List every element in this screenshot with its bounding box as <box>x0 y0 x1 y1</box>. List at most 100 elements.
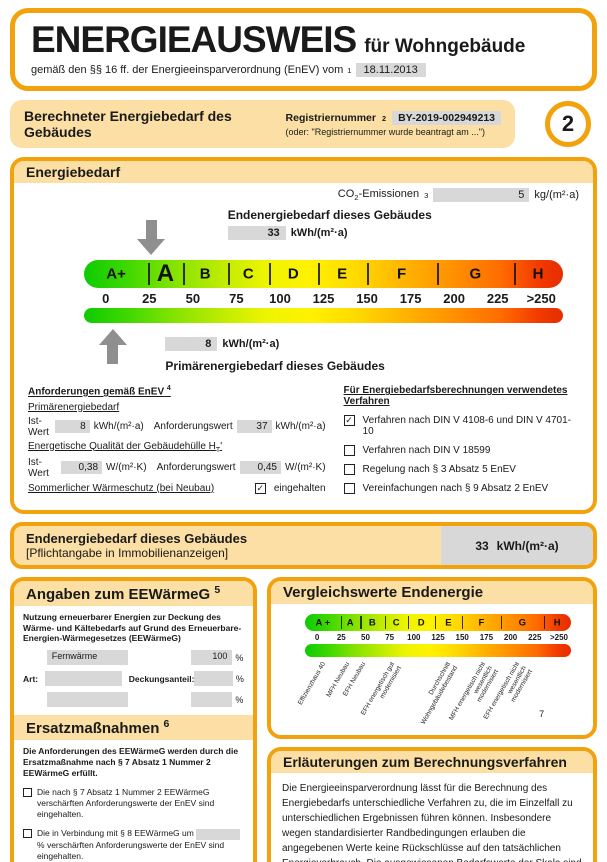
endenergie-value-line: 33 kWh/(m²·a) <box>227 226 348 241</box>
class-divider <box>366 263 369 286</box>
energy-scale: Endenergiebedarf dieses Gebäudes 33 kWh/… <box>84 204 563 385</box>
page-title-suffix: für Wohngebäude <box>364 36 526 57</box>
v-class-letter: H <box>553 617 561 629</box>
anteil-field[interactable] <box>193 671 233 687</box>
verfahren-checkbox[interactable] <box>343 483 355 495</box>
huelle-anforderung-field[interactable]: 0,45 <box>239 461 281 475</box>
verfahren-label: Verfahren nach DIN V 18599 <box>362 445 491 457</box>
vergleichswerte-box: Vergleichswerte Endenergie A + A B C D E… <box>267 577 597 740</box>
erlaeuterungen-heading: Erläuterungen zum Berechnungsverfahren <box>271 751 593 774</box>
co2-label: CO2-Emissionen <box>337 188 420 203</box>
class-divider <box>436 263 439 286</box>
efficiency-class-band: A+ A B C D E F G H <box>84 260 563 289</box>
sommer-heading: Sommerlicher Wärmeschutz (bei Neubau) <box>28 482 215 494</box>
ersatz-checkbox-row: Die nach § 7 Absatz 1 Nummer 2 EEWärmeG … <box>23 787 244 820</box>
eewaermeg-heading: Angaben zum EEWärmeG 5 <box>14 581 253 607</box>
verfahren-checkbox[interactable]: ✓ <box>343 415 355 427</box>
primaerenergie-pointer-zone: 8 kWh/(m²·a) Primärenergiebedarf dieses … <box>84 323 563 385</box>
anteil-field[interactable]: 100 <box>191 650 233 666</box>
art-field[interactable] <box>45 671 122 687</box>
ersatz-checkbox-1[interactable] <box>23 788 32 798</box>
scale-tick: 225 <box>486 290 509 306</box>
huelle-ist-field[interactable]: 0,38 <box>60 461 103 475</box>
huelle-anforderung-unit: W/(m²·K) <box>284 462 326 474</box>
v-tick: 175 <box>479 633 494 643</box>
enev-requirements-heading: Anforderungen gemäß EnEV 4 <box>28 385 171 398</box>
erlaeuterungen-text: Die Energieeinsparverordnung lässt für d… <box>282 783 582 862</box>
primaer-ist-field[interactable]: 8 <box>54 420 90 434</box>
huelle-values-row: Ist-Wert 0,38 W/(m²·K) Anforderungswert … <box>28 457 326 479</box>
eewaermeg-row: Art: Deckungsanteil: % <box>23 671 244 687</box>
class-divider <box>317 263 320 286</box>
vergleich-class-band: A + A B C D E F G H <box>305 614 571 632</box>
art-field[interactable] <box>46 692 128 708</box>
registration-alt-text: (oder: "Registriernummer wurde beantragt… <box>285 127 485 137</box>
class-letter: H <box>532 265 544 283</box>
class-divider <box>514 263 517 286</box>
primaerenergiebedarf-subheading: Primärenergiebedarf <box>28 401 120 413</box>
vergleich-gradient-bar <box>305 644 571 658</box>
class-letter: F <box>396 265 407 283</box>
regulation-date-field[interactable]: 18.11.2013 <box>355 63 426 77</box>
sommer-checkbox[interactable]: ✓ <box>254 482 266 494</box>
v-class-letter: C <box>392 617 400 629</box>
endenergie-pointer-zone: Endenergiebedarf dieses Gebäudes 33 kWh/… <box>84 204 563 260</box>
endenergie-marker-arrow-icon <box>137 220 166 256</box>
registration-label: Registriernummer <box>285 112 376 124</box>
class-letter: E <box>337 265 348 283</box>
verfahren-checkbox[interactable] <box>343 464 355 476</box>
anteil-field[interactable] <box>191 692 233 708</box>
primaerenergie-value-field[interactable]: 8 <box>165 337 218 352</box>
ersatz-checkbox-2-label: Die in Verbindung mit § 8 EEWärmeG um % … <box>37 828 244 861</box>
vergleich-marker-labels: Effizienzhaus 40 MFH Neubau EFH Neubau E… <box>297 657 571 735</box>
eewaermeg-content: Nutzung erneuerbarer Energien zur Deckun… <box>14 606 253 715</box>
primaer-anforderung-field[interactable]: 37 <box>236 420 272 434</box>
verfahren-list: Für Energiebedarfsberechnungen verwendet… <box>343 385 579 502</box>
primaerenergie-marker-arrow-icon <box>98 329 127 365</box>
v-class-divider <box>461 616 464 630</box>
energiebedarf-heading: Energiebedarf <box>14 161 593 183</box>
vergleichswerte-heading: Vergleichswerte Endenergie <box>271 581 593 605</box>
ist-wert-label: Ist-Wert <box>28 456 49 479</box>
scale-tick: 0 <box>102 290 110 306</box>
percent-sign: % <box>235 673 244 684</box>
registration-number-field[interactable]: BY-2019-002949213 <box>392 111 501 125</box>
co2-value-field[interactable]: 5 <box>433 188 530 203</box>
class-letter-current: A <box>156 260 175 288</box>
v-class-letter: B <box>368 617 376 629</box>
law-text: gemäß den §§ 16 ff. der Energieeinsparve… <box>31 64 344 76</box>
primaer-anforderung-unit: kWh/(m²·a) <box>275 421 326 433</box>
gebaeudehuelle-subheading: Energetische Qualität der Gebäudehülle H… <box>28 440 223 454</box>
verfahren-label: Regelung nach § 3 Absatz 5 EnEV <box>362 464 516 476</box>
registration-block: Registriernummer 2 BY-2019-002949213 (od… <box>286 111 501 137</box>
v-class-divider <box>360 616 362 630</box>
law-line: gemäß den §§ 16 ff. der Energieeinsparve… <box>31 63 576 77</box>
endenergiebedarf-banner-text: Endenergiebedarf dieses Gebäudes [Pflich… <box>14 526 441 565</box>
primaerenergie-unit: kWh/(m²·a) <box>222 338 280 351</box>
scale-tick: 25 <box>142 290 157 306</box>
art-field[interactable]: Fernwärme <box>46 650 128 666</box>
ersatz-checkbox-2[interactable] <box>23 829 32 839</box>
eewaermeg-intro: Nutzung erneuerbarer Energien zur Deckun… <box>23 612 242 644</box>
anforderungswert-label: Anforderungswert <box>153 421 233 433</box>
title-line: ENERGIEAUSWEIS für Wohngebäude <box>31 19 576 61</box>
v-tick: 150 <box>455 633 469 643</box>
co2-unit: kg/(m²·a) <box>534 189 579 202</box>
v-class-letter: A + <box>315 617 331 629</box>
class-letter: C <box>242 265 254 283</box>
v-tick: 200 <box>503 633 518 643</box>
endenergiebedarf-banner-value-field[interactable]: 33 kWh/(m²·a) <box>441 526 593 566</box>
scale-tick: >250 <box>526 290 556 306</box>
class-divider <box>148 263 151 286</box>
verfahren-item: Vereinfachungen nach § 9 Absatz 2 EnEV <box>343 483 579 495</box>
huelle-ist-unit: W/(m²·K) <box>106 462 147 474</box>
verfahren-checkbox[interactable] <box>343 445 355 457</box>
v-class-divider <box>500 616 503 630</box>
section-title: Berechneter Energiebedarf des Gebäudes <box>24 108 232 140</box>
class-divider <box>227 263 230 286</box>
sommerlicher-waermeschutz-row: Sommerlicher Wärmeschutz (bei Neubau) ✓ … <box>28 482 326 494</box>
v-tick: 225 <box>528 633 542 643</box>
v-tick: 50 <box>361 633 370 643</box>
endenergie-value-field[interactable]: 33 <box>227 226 286 241</box>
ersatz-percent-field[interactable] <box>196 828 241 840</box>
